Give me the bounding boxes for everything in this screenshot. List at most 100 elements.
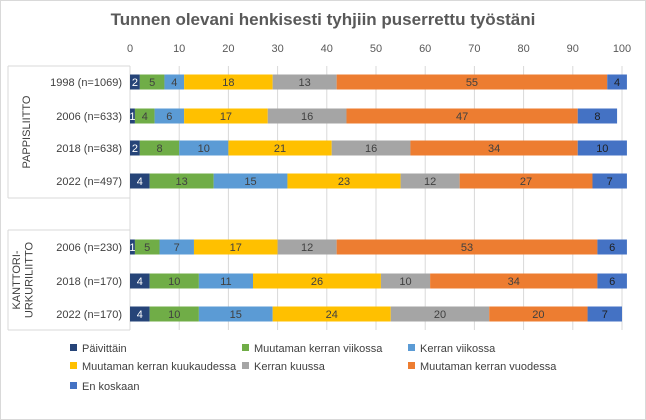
data-label: 6	[166, 111, 172, 123]
bar-segment	[459, 173, 593, 189]
data-label: 10	[198, 143, 210, 155]
bar-segment	[267, 108, 347, 124]
bar-segment	[400, 173, 460, 189]
chart-title: Tunnen olevani henkisesti tyhjiin puserr…	[110, 10, 536, 29]
bar-segment	[489, 306, 588, 322]
data-label: 20	[532, 309, 544, 321]
data-label: 16	[365, 143, 377, 155]
bar-segment	[607, 74, 627, 90]
data-label: 8	[594, 111, 600, 123]
data-label: 53	[461, 242, 473, 254]
data-label: 34	[508, 276, 520, 288]
category-label: 2018 (n=638)	[56, 143, 122, 155]
x-tick-label: 30	[271, 43, 283, 55]
bar-segment	[134, 108, 155, 124]
bar-segment	[253, 273, 381, 289]
data-label: 24	[326, 309, 338, 321]
bar-segment	[130, 74, 140, 90]
data-label: 4	[137, 309, 143, 321]
data-label: 17	[230, 242, 242, 254]
data-label: 4	[142, 111, 148, 123]
legend-label: En koskaan	[82, 381, 140, 393]
bar-segment	[390, 306, 490, 322]
legend-item: Muutaman kerran viikossa	[242, 343, 382, 355]
legend-swatch	[408, 362, 415, 369]
bar-segment	[134, 239, 160, 255]
data-label: 21	[274, 143, 286, 155]
legend-swatch	[242, 344, 249, 351]
bar-segment	[149, 173, 214, 189]
legend-swatch	[408, 344, 415, 351]
x-tick-label: 90	[567, 43, 579, 55]
data-label: 2	[132, 77, 138, 89]
data-label: 55	[466, 77, 478, 89]
group-label: KANTTORI-URKURILIITTO	[11, 241, 36, 318]
data-label: 26	[311, 276, 323, 288]
x-tick-label: 60	[419, 43, 431, 55]
x-tick-label: 20	[222, 43, 234, 55]
legend-item: Muutaman kerran vuodessa	[408, 361, 556, 373]
x-tick-label: 10	[173, 43, 185, 55]
bar-segment	[130, 273, 150, 289]
data-label: 10	[596, 143, 608, 155]
bar-segment	[179, 140, 229, 156]
data-label: 1	[129, 111, 135, 123]
data-label: 1	[129, 242, 135, 254]
bar-segment	[139, 74, 165, 90]
bar-segment	[577, 108, 618, 124]
legend-item: En koskaan	[70, 381, 139, 393]
bar-segment	[272, 74, 337, 90]
bar-segment	[193, 239, 278, 255]
data-label: 18	[222, 77, 234, 89]
data-label: 4	[614, 77, 620, 89]
data-label: 6	[609, 242, 615, 254]
bar-segment	[139, 140, 180, 156]
data-label: 12	[301, 242, 313, 254]
bar-segment	[164, 74, 185, 90]
x-tick-label: 100	[613, 43, 631, 55]
data-label: 47	[456, 111, 468, 123]
data-label: 23	[338, 176, 350, 188]
bar-segment	[159, 239, 194, 255]
bar-segment	[272, 306, 391, 322]
data-label: 4	[137, 176, 143, 188]
x-tick-label: 0	[127, 43, 133, 55]
data-label: 6	[609, 276, 615, 288]
data-label: 27	[520, 176, 532, 188]
data-label: 2	[132, 143, 138, 155]
data-label: 10	[399, 276, 411, 288]
legend-swatch	[70, 344, 77, 351]
category-label: 2006 (n=230)	[56, 242, 122, 254]
data-label: 10	[168, 309, 180, 321]
data-label: 13	[299, 77, 311, 89]
legend-label: Päivittäin	[82, 343, 127, 355]
bar-segment	[184, 108, 268, 124]
legend-label: Muutaman kerran vuodessa	[420, 361, 557, 373]
legend-swatch	[70, 382, 77, 389]
bar-segment	[336, 74, 608, 90]
bar-segment	[592, 173, 627, 189]
bar-segment	[587, 306, 622, 322]
bar-segment	[228, 140, 332, 156]
data-label: 4	[137, 276, 143, 288]
bar-segment	[277, 239, 337, 255]
data-label: 8	[156, 143, 162, 155]
legend-label: Muutaman kerran viikossa	[254, 343, 383, 355]
group-label: PAPPISLIITTO	[21, 95, 33, 168]
category-label: 2022 (n=170)	[56, 309, 122, 321]
x-tick-label: 70	[468, 43, 480, 55]
data-label: 7	[602, 309, 608, 321]
bar-segment	[213, 173, 288, 189]
legend-item: Kerran viikossa	[408, 343, 495, 355]
bar-segment	[287, 173, 401, 189]
legend-label: Kerran kuussa	[254, 361, 325, 373]
legend-label: Muutaman kerran kuukaudessa	[82, 361, 237, 373]
data-label: 17	[220, 111, 232, 123]
data-label: 4	[171, 77, 177, 89]
data-label: 7	[607, 176, 613, 188]
bar-segment	[577, 140, 627, 156]
x-tick-label: 80	[517, 43, 529, 55]
bar-segment	[410, 140, 578, 156]
